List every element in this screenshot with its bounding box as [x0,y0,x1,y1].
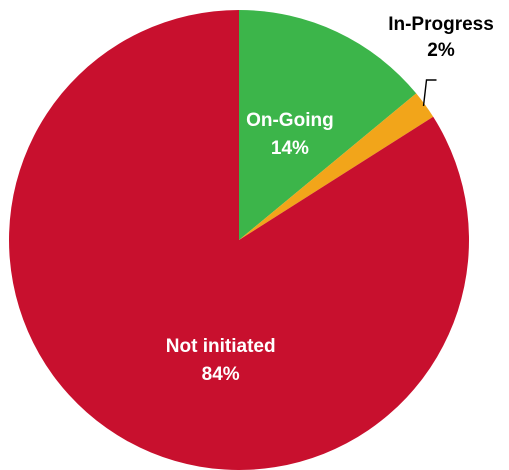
slice-label-on-going: On-Going [246,110,334,131]
pie-slices [9,10,470,470]
slice-label-in-progress: In-Progress [388,14,494,35]
pie-labels: On-Going 14% In-Progress 2% Not initiated 84% [166,14,494,385]
slice-value-not-initiated: 84% [202,364,240,385]
leader-line-in-progress [422,79,437,107]
slice-label-not-initiated: Not initiated [166,336,276,357]
slice-value-on-going: 14% [271,138,309,159]
pie-slice-in-progress [239,93,434,240]
slice-value-in-progress: 2% [427,40,455,61]
pie-slice-not-initiated [9,10,470,470]
pie-slice-on-going [239,10,417,240]
